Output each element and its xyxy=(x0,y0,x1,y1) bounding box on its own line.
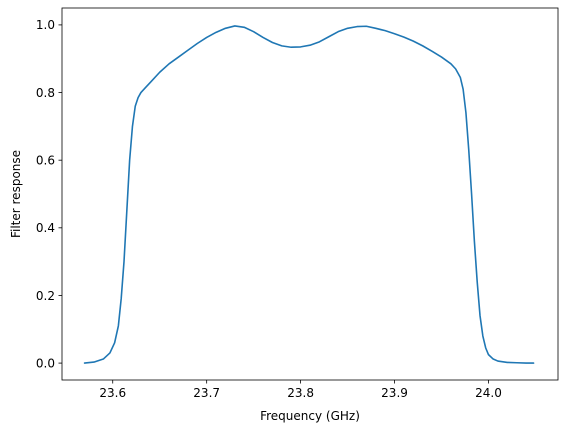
x-tick-label: 23.7 xyxy=(193,386,220,400)
y-tick-label: 1.0 xyxy=(36,18,55,32)
y-tick-label: 0.0 xyxy=(36,356,55,370)
y-tick-label: 0.6 xyxy=(36,153,55,167)
x-axis-label: Frequency (GHz) xyxy=(260,409,360,423)
y-tick-label: 0.4 xyxy=(36,221,55,235)
y-tick-label: 0.8 xyxy=(36,86,55,100)
series-line xyxy=(83,25,535,364)
x-tick-label: 23.9 xyxy=(381,386,408,400)
plot-area xyxy=(83,25,535,364)
axes-frame xyxy=(61,7,559,381)
ticks: 23.6 23.7 23.8 23.9 24.0 0.0 0.2 0.4 0.6 0.8 1.0 xyxy=(36,18,502,400)
y-tick-label: 0.2 xyxy=(36,289,55,303)
x-tick-label: 24.0 xyxy=(475,386,502,400)
x-tick-label: 23.8 xyxy=(287,386,314,400)
x-tick-label: 23.6 xyxy=(99,386,126,400)
y-axis-label: Filter response xyxy=(9,150,23,238)
